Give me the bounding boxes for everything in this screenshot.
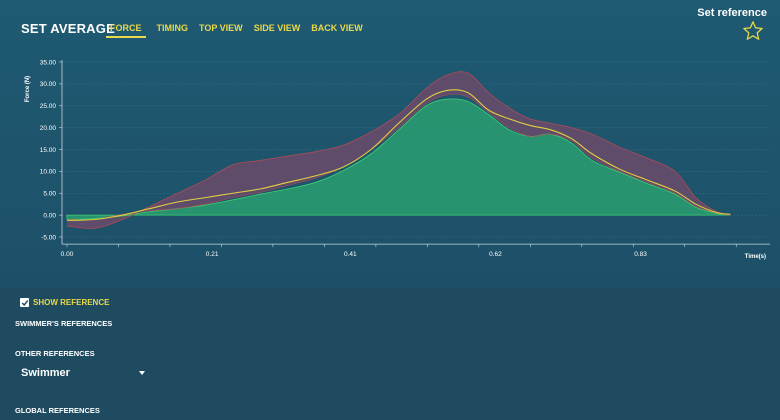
view-tabs: FORCE TIMING TOP VIEW SIDE VIEW BACK VIE… (106, 23, 374, 38)
other-references-value: Swimmer (21, 367, 70, 379)
caret-down-icon (139, 371, 145, 375)
other-references-select[interactable]: Swimmer (21, 366, 145, 380)
y-axis-title: Force (N) (25, 76, 31, 102)
y-tick-label: 30.00 (40, 81, 57, 88)
page-title: SET AVERAGE (21, 21, 115, 36)
tab-top-view[interactable]: TOP VIEW (199, 23, 243, 33)
force-chart: 35.00 30.00 25.00 20.00 15.00 10.00 5.00 0.00 -5… (25, 59, 770, 260)
tab-back-view[interactable]: BACK VIEW (311, 23, 363, 33)
reference-upper-line (66, 71, 731, 229)
chart-panel: SET AVERAGE FORCE TIMING TOP VIEW SIDE V… (0, 0, 780, 288)
x-tick-label: 0.62 (489, 251, 502, 258)
checkmark-icon (21, 299, 28, 306)
y-tick-label: 15.00 (40, 147, 57, 154)
x-tick-label: 0.83 (634, 251, 647, 258)
other-references-heading: OTHER REFERENCES (15, 349, 95, 358)
tab-side-view[interactable]: SIDE VIEW (253, 23, 301, 33)
x-tick-label: 0.41 (344, 251, 357, 258)
reference-lower-line (66, 93, 731, 221)
x-axis-ticks: 0.00 0.21 0.41 0.62 0.83 (61, 244, 737, 258)
show-reference-label: SHOW REFERENCE (33, 298, 110, 307)
y-tick-label: 5.00 (43, 191, 56, 198)
x-tick-label: 0.00 (61, 251, 74, 258)
y-tick-label: 25.00 (40, 103, 57, 110)
y-tick-label: -5.00 (41, 234, 56, 241)
y-tick-label: 20.00 (40, 125, 57, 132)
y-tick-label: 0.00 (43, 212, 56, 219)
swimmers-references-heading: SWIMMER'S REFERENCES (15, 319, 113, 328)
set-reference-label: Set reference (697, 7, 767, 19)
tab-timing[interactable]: TIMING (156, 23, 189, 33)
average-force-line (66, 89, 731, 221)
y-axis-ticks: 35.00 30.00 25.00 20.00 15.00 10.00 5.00 0.00 -5… (40, 59, 62, 241)
reference-options-panel (0, 288, 780, 420)
x-axis-title: Time(s) (745, 254, 766, 260)
tab-force[interactable]: FORCE (106, 23, 146, 38)
swimmer-force-area (66, 98, 731, 220)
y-tick-label: 35.00 (40, 59, 57, 66)
x-tick-label: 0.21 (206, 251, 219, 258)
star-outline-icon[interactable] (742, 20, 764, 42)
global-references-heading: GLOBAL REFERENCES (15, 406, 100, 415)
show-reference-checkbox[interactable] (20, 298, 29, 307)
show-reference-row: SHOW REFERENCE (20, 298, 109, 307)
y-tick-label: 10.00 (40, 169, 57, 176)
reference-band (67, 71, 731, 229)
